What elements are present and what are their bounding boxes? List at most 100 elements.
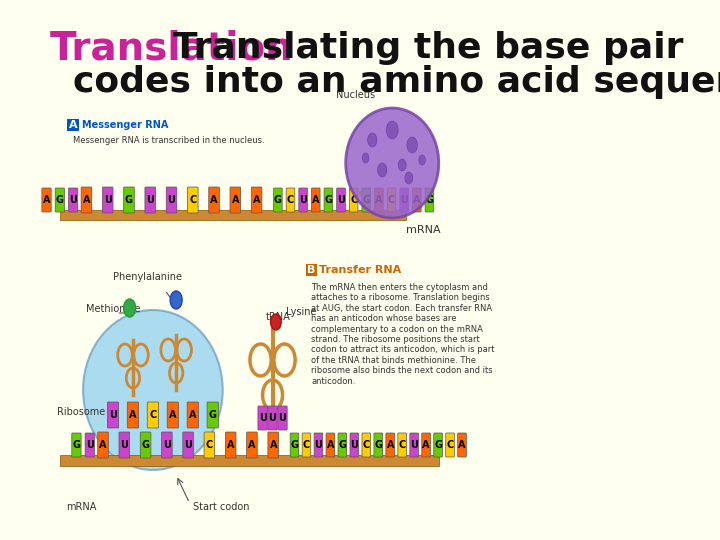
FancyBboxPatch shape xyxy=(127,402,139,428)
FancyBboxPatch shape xyxy=(398,433,407,457)
FancyBboxPatch shape xyxy=(119,432,130,458)
Text: A: A xyxy=(227,440,235,450)
FancyBboxPatch shape xyxy=(148,402,158,428)
FancyBboxPatch shape xyxy=(68,188,78,212)
Text: G: G xyxy=(125,195,133,205)
Text: Nucleus: Nucleus xyxy=(336,90,375,100)
FancyBboxPatch shape xyxy=(81,187,91,213)
Text: A: A xyxy=(327,440,334,450)
Circle shape xyxy=(170,291,182,309)
Text: G: G xyxy=(142,440,150,450)
Text: U: U xyxy=(337,195,345,205)
Text: G: G xyxy=(338,440,346,450)
FancyBboxPatch shape xyxy=(85,433,94,457)
FancyBboxPatch shape xyxy=(187,402,199,428)
Text: Start codon: Start codon xyxy=(193,502,249,512)
Text: G: G xyxy=(73,440,81,450)
Text: Methionine: Methionine xyxy=(86,304,141,314)
Text: G: G xyxy=(274,195,282,205)
FancyBboxPatch shape xyxy=(204,432,215,458)
FancyBboxPatch shape xyxy=(225,432,236,458)
FancyBboxPatch shape xyxy=(140,432,151,458)
Text: Translating the base pair: Translating the base pair xyxy=(173,31,683,65)
FancyBboxPatch shape xyxy=(278,406,287,430)
Circle shape xyxy=(362,153,369,163)
Text: C: C xyxy=(350,195,357,205)
Text: A: A xyxy=(312,195,320,205)
Text: G: G xyxy=(374,440,382,450)
FancyBboxPatch shape xyxy=(166,187,177,213)
FancyBboxPatch shape xyxy=(324,188,333,212)
Circle shape xyxy=(407,137,418,153)
Text: A: A xyxy=(169,410,176,420)
FancyBboxPatch shape xyxy=(98,432,108,458)
FancyBboxPatch shape xyxy=(299,188,307,212)
Circle shape xyxy=(271,314,282,330)
Text: U: U xyxy=(163,440,171,450)
FancyBboxPatch shape xyxy=(314,433,323,457)
Text: A: A xyxy=(210,195,218,205)
FancyBboxPatch shape xyxy=(230,187,240,213)
Text: Phenylalanine: Phenylalanine xyxy=(113,272,182,282)
FancyBboxPatch shape xyxy=(362,433,371,457)
FancyBboxPatch shape xyxy=(268,432,279,458)
Text: G: G xyxy=(426,195,433,205)
Bar xyxy=(60,455,438,465)
FancyBboxPatch shape xyxy=(387,188,396,212)
FancyBboxPatch shape xyxy=(374,188,383,212)
FancyBboxPatch shape xyxy=(251,187,262,213)
Text: A: A xyxy=(232,195,239,205)
Text: A: A xyxy=(99,440,107,450)
Text: A: A xyxy=(83,195,90,205)
Text: A: A xyxy=(375,195,382,205)
FancyBboxPatch shape xyxy=(247,432,257,458)
Text: Transfer RNA: Transfer RNA xyxy=(319,265,401,275)
Text: A: A xyxy=(253,195,261,205)
Text: G: G xyxy=(325,195,333,205)
FancyBboxPatch shape xyxy=(302,433,311,457)
Text: C: C xyxy=(446,440,454,450)
Text: Messenger RNA: Messenger RNA xyxy=(82,120,168,130)
Text: Translation: Translation xyxy=(50,29,294,67)
Text: C: C xyxy=(189,195,197,205)
Text: C: C xyxy=(399,440,406,450)
Circle shape xyxy=(405,172,413,184)
Text: U: U xyxy=(269,413,276,423)
Text: G: G xyxy=(434,440,442,450)
Circle shape xyxy=(386,121,398,139)
Text: C: C xyxy=(149,410,156,420)
FancyBboxPatch shape xyxy=(102,187,113,213)
FancyBboxPatch shape xyxy=(124,187,135,213)
FancyBboxPatch shape xyxy=(410,433,418,457)
Text: U: U xyxy=(300,195,307,205)
Text: U: U xyxy=(168,195,176,205)
Ellipse shape xyxy=(83,310,222,470)
Text: U: U xyxy=(104,195,112,205)
Text: U: U xyxy=(400,195,408,205)
Text: A: A xyxy=(413,195,420,205)
Text: A: A xyxy=(458,440,466,450)
Text: U: U xyxy=(410,440,418,450)
Text: A: A xyxy=(423,440,430,450)
FancyBboxPatch shape xyxy=(422,433,431,457)
Circle shape xyxy=(377,163,387,177)
FancyBboxPatch shape xyxy=(187,187,198,213)
FancyBboxPatch shape xyxy=(338,433,346,457)
Text: U: U xyxy=(69,195,77,205)
Circle shape xyxy=(124,299,135,317)
Text: U: U xyxy=(258,413,266,423)
Text: A: A xyxy=(129,410,137,420)
FancyBboxPatch shape xyxy=(107,402,119,428)
Circle shape xyxy=(368,133,377,147)
Text: U: U xyxy=(109,410,117,420)
Text: C: C xyxy=(287,195,294,205)
FancyBboxPatch shape xyxy=(290,433,299,457)
Text: G: G xyxy=(290,440,299,450)
FancyBboxPatch shape xyxy=(258,406,267,430)
FancyBboxPatch shape xyxy=(286,188,294,212)
Text: U: U xyxy=(120,440,128,450)
FancyBboxPatch shape xyxy=(145,187,156,213)
Text: G: G xyxy=(362,195,370,205)
Text: C: C xyxy=(363,440,370,450)
FancyBboxPatch shape xyxy=(446,433,454,457)
